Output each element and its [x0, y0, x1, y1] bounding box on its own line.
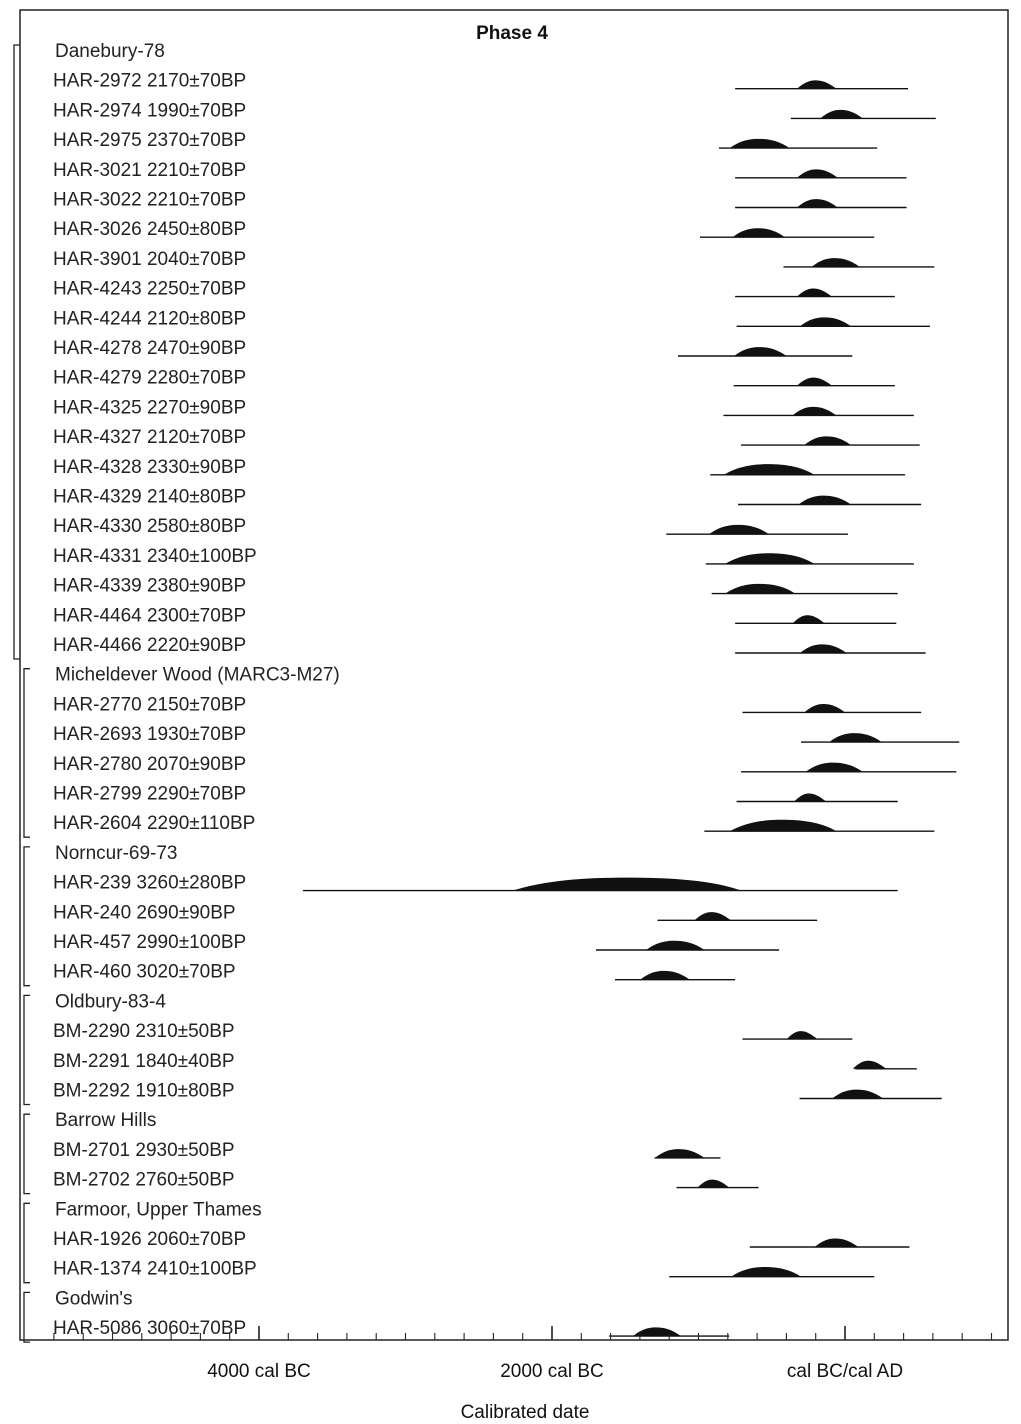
probability-hump	[805, 762, 863, 772]
probability-hump	[786, 1031, 818, 1040]
sample-label: HAR-2972 2170±70BP	[53, 71, 246, 92]
sample-label: HAR-4328 2330±90BP	[53, 457, 246, 478]
sample-label: HAR-4331 2340±100BP	[53, 546, 257, 567]
sample-label: HAR-1926 2060±70BP	[53, 1229, 246, 1250]
group-bracket	[23, 994, 30, 1106]
sample-label: HAR-2770 2150±70BP	[53, 694, 246, 715]
probability-hump	[729, 138, 790, 149]
sample-label: HAR-2604 2290±110BP	[53, 813, 255, 834]
group-bracket	[23, 846, 30, 987]
sample-label: BM-2701 2930±50BP	[53, 1140, 235, 1161]
group-label: Norncur-69-73	[55, 843, 178, 864]
sample-label: HAR-2974 1990±70BP	[53, 100, 246, 121]
sample-label: BM-2292 1910±80BP	[53, 1081, 235, 1102]
x-tick-label: 4000 cal BC	[207, 1361, 311, 1382]
x-tick-label: cal BC/cal AD	[787, 1361, 903, 1382]
sample-label: HAR-4339 2380±90BP	[53, 576, 246, 597]
probability-hump	[732, 228, 786, 238]
sample-label: HAR-457 2990±100BP	[53, 932, 246, 953]
sample-label: HAR-2693 1930±70BP	[53, 724, 246, 745]
probability-hump	[734, 347, 787, 356]
sample-label: HAR-4329 2140±80BP	[53, 487, 246, 508]
probability-hump	[852, 1060, 887, 1069]
sample-label: HAR-3901 2040±70BP	[53, 249, 246, 270]
probability-hump	[820, 109, 863, 119]
probability-hump	[797, 80, 837, 89]
sample-label: HAR-2780 2070±90BP	[53, 754, 246, 775]
probability-hump	[799, 644, 847, 653]
probability-hump	[794, 793, 827, 802]
probability-hump	[811, 258, 860, 267]
sample-label: HAR-3021 2210±70BP	[53, 160, 246, 181]
probability-hump	[729, 819, 837, 832]
sample-label: HAR-3022 2210±70BP	[53, 190, 246, 211]
sample-label: HAR-3026 2450±80BP	[53, 219, 246, 240]
probability-hump	[792, 406, 837, 416]
probability-hump	[804, 436, 851, 446]
sample-label: HAR-5086 3060±70BP	[53, 1318, 246, 1339]
sample-label: HAR-2799 2290±70BP	[53, 784, 246, 805]
probability-hump	[512, 877, 742, 891]
chart-title: Phase 4	[476, 23, 548, 44]
probability-hump	[640, 970, 690, 980]
probability-hump	[797, 288, 832, 297]
sample-label: BM-2291 1840±40BP	[53, 1051, 235, 1072]
sample-label: HAR-4278 2470±90BP	[53, 338, 246, 359]
plot-frame	[19, 9, 1009, 1341]
sample-label: HAR-4243 2250±70BP	[53, 279, 246, 300]
probability-hump	[694, 912, 731, 921]
group-bracket	[13, 44, 20, 660]
group-brackets	[13, 44, 30, 1343]
sample-label: HAR-4244 2120±80BP	[53, 308, 246, 329]
probability-hump	[731, 1266, 802, 1277]
probability-hump	[832, 1089, 884, 1099]
probability-hump	[797, 377, 832, 386]
group-label: Barrow Hills	[55, 1110, 156, 1131]
probability-hump	[646, 940, 705, 950]
group-bracket	[23, 1291, 30, 1343]
sample-label: BM-2290 2310±50BP	[53, 1021, 235, 1042]
sample-label: HAR-4325 2270±90BP	[53, 397, 246, 418]
probability-hump	[797, 169, 838, 178]
group-bracket	[23, 668, 30, 838]
sample-label: HAR-4327 2120±70BP	[53, 427, 246, 448]
probability-hump	[723, 464, 815, 475]
x-tick-label: 2000 cal BC	[500, 1361, 604, 1382]
probability-hump	[814, 1238, 859, 1247]
sample-label: HAR-4464 2300±70BP	[53, 605, 246, 626]
probability-hump	[797, 199, 838, 208]
probability-hump	[709, 524, 769, 535]
probability-hump	[829, 733, 882, 743]
probability-hump	[792, 615, 825, 624]
group-bracket	[23, 1113, 30, 1195]
x-axis-ticks: 4000 cal BC 2000 cal BC cal BC/cal AD	[53, 1326, 993, 1382]
group-label: Danebury-78	[55, 41, 165, 62]
group-bracket	[23, 1202, 30, 1284]
sample-label: HAR-460 3020±70BP	[53, 962, 236, 983]
probability-hump	[725, 553, 815, 564]
sample-label: HAR-4330 2580±80BP	[53, 516, 246, 537]
probability-hump	[804, 704, 846, 713]
probability-hump	[799, 317, 851, 327]
group-label: Oldbury-83-4	[55, 991, 166, 1012]
probability-hump	[697, 1179, 730, 1188]
sample-label: HAR-1374 2410±100BP	[53, 1259, 257, 1280]
probability-hump	[725, 583, 796, 594]
sample-label: HAR-240 2690±90BP	[53, 902, 236, 923]
group-label: Micheldever Wood (MARC3-M27)	[55, 665, 340, 686]
sample-label: HAR-2975 2370±70BP	[53, 130, 246, 151]
probability-hump	[654, 1149, 705, 1158]
sample-label: BM-2702 2760±50BP	[53, 1170, 235, 1191]
sample-label: HAR-4466 2220±90BP	[53, 635, 246, 656]
sample-label: HAR-239 3260±280BP	[53, 873, 246, 894]
group-label: Godwin's	[55, 1288, 133, 1309]
group-label: Farmoor, Upper Thames	[55, 1199, 262, 1220]
sample-label: HAR-4279 2280±70BP	[53, 368, 246, 389]
x-axis-title: Calibrated date	[461, 1402, 590, 1423]
probability-hump	[798, 495, 851, 505]
sample-rows: Danebury-78 HAR-2972 2170±70BP HAR-2974 19…	[53, 41, 960, 1339]
